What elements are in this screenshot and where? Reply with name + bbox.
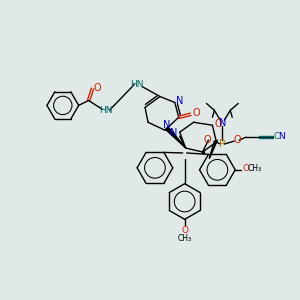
Text: CH₃: CH₃: [178, 234, 192, 243]
Text: O: O: [204, 135, 211, 145]
Text: O: O: [193, 108, 200, 118]
Text: O: O: [214, 119, 222, 129]
Text: N: N: [176, 97, 183, 106]
Text: O: O: [243, 164, 250, 173]
Text: N: N: [170, 128, 178, 138]
Text: O: O: [181, 226, 188, 235]
Text: O: O: [94, 82, 101, 93]
Text: HN: HN: [99, 106, 112, 115]
Text: O: O: [233, 135, 241, 145]
Text: HN: HN: [130, 80, 144, 89]
Polygon shape: [166, 127, 186, 148]
Text: N: N: [219, 118, 226, 128]
Text: CH₃: CH₃: [248, 164, 262, 173]
Text: N: N: [163, 120, 170, 130]
Text: P: P: [219, 139, 225, 149]
Text: N: N: [278, 132, 285, 141]
Text: C: C: [274, 132, 280, 141]
